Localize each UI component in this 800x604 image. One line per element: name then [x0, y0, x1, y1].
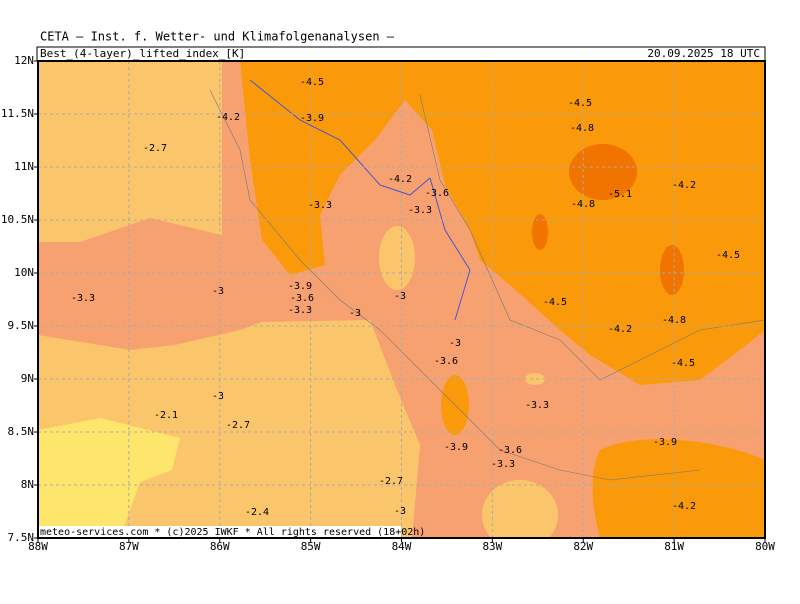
field-light [38, 61, 222, 242]
lon-label: 83W [482, 540, 502, 553]
field-light [379, 226, 415, 290]
field-orange [592, 439, 765, 538]
contour-label: -3 [212, 391, 224, 402]
lon-label: 81W [664, 540, 684, 553]
lat-label: 9N [21, 372, 34, 385]
contour-label: -3.9 [653, 437, 677, 448]
field-dark [660, 245, 684, 295]
lon-label: 85W [301, 540, 321, 553]
frame [37, 60, 766, 539]
field-yellow [38, 418, 180, 538]
lat-label: 11N [14, 160, 34, 173]
contour-label: -3.6 [498, 445, 522, 456]
contour-label: -4.2 [388, 174, 412, 185]
contour-label: -4.5 [543, 297, 567, 308]
valid-time: 20.09.2025 18 UTC [647, 47, 760, 60]
lat-label: 11.5N [1, 107, 34, 120]
contour-label: -3.3 [308, 200, 332, 211]
contour-label: -3.3 [288, 305, 312, 316]
contour-label: -3 [394, 291, 406, 302]
contour-label: -2.1 [154, 410, 178, 421]
lat-label: 10N [14, 266, 34, 279]
contour-label: -4.5 [568, 98, 592, 109]
contour-label: -2.4 [245, 507, 269, 518]
footer-box [38, 526, 401, 537]
contour-label: -4.8 [570, 123, 594, 134]
lat-label: 12N [14, 54, 34, 67]
contour-label: -3.3 [408, 205, 432, 216]
contour-label: -4.5 [300, 77, 324, 88]
contour-label: -4.8 [571, 199, 595, 210]
contour-label: -3.9 [300, 113, 324, 124]
field-light [482, 480, 558, 538]
field-orange [240, 61, 765, 385]
contour-label: -3 [212, 286, 224, 297]
lon-label: 82W [573, 540, 593, 553]
footer: meteo-services.com * (c)2025 IWKF * All … [40, 527, 425, 538]
contour-label: -3.6 [425, 188, 449, 199]
contour-label: -3.6 [434, 356, 458, 367]
lon-label: 88W [28, 540, 48, 553]
field-light [525, 373, 545, 385]
contour-label: -3.9 [444, 442, 468, 453]
lon-label: 87W [119, 540, 139, 553]
field-dark [532, 214, 548, 250]
lon-label: 86W [210, 540, 230, 553]
contour-label: -3 [394, 506, 406, 517]
lon-label: 80W [755, 540, 775, 553]
coastline [209, 89, 765, 481]
contour-label: -2.7 [143, 143, 167, 154]
contour-label: -4.5 [716, 250, 740, 261]
lat-label: 10.5N [1, 213, 34, 226]
lat-label: 9.5N [8, 319, 35, 332]
contour-label: -3.3 [491, 459, 515, 470]
contour-label: -4.5 [671, 358, 695, 369]
contour-label: -3.9 [288, 281, 312, 292]
contour-label: -4.2 [672, 501, 696, 512]
parameter: Best_(4-layer)_lifted_index_[K] [40, 47, 245, 60]
contour-label: -2.7 [226, 420, 250, 431]
header-title: CETA — Inst. f. Wetter- und Klimafolgena… [40, 30, 395, 44]
lat-label: 7.5N [8, 531, 35, 544]
contour-label: -3.3 [525, 400, 549, 411]
contour-label: -4.8 [662, 315, 686, 326]
lat-label: 8.5N [8, 425, 35, 438]
contour-label: -5.1 [608, 189, 632, 200]
contour-label: -4.2 [608, 324, 632, 335]
contour-label: -3.3 [71, 293, 95, 304]
river [249, 79, 471, 321]
contour-labels: -4.5 -4.2 -3.9 -2.7 -4.5 -4.8 -4.2 -3.6 -5.1 -4.2… [71, 77, 740, 518]
contour-label: -3.6 [290, 293, 314, 304]
contour-label: -4.2 [216, 112, 240, 123]
contour-label: -3 [449, 338, 461, 349]
lat-label: 8N [21, 478, 34, 491]
lon-label: 84W [392, 540, 412, 553]
contour-label: -4.2 [672, 180, 696, 191]
contour-label: -2.7 [379, 476, 403, 487]
field-dark [569, 144, 637, 200]
contour-label: -3 [349, 308, 361, 319]
